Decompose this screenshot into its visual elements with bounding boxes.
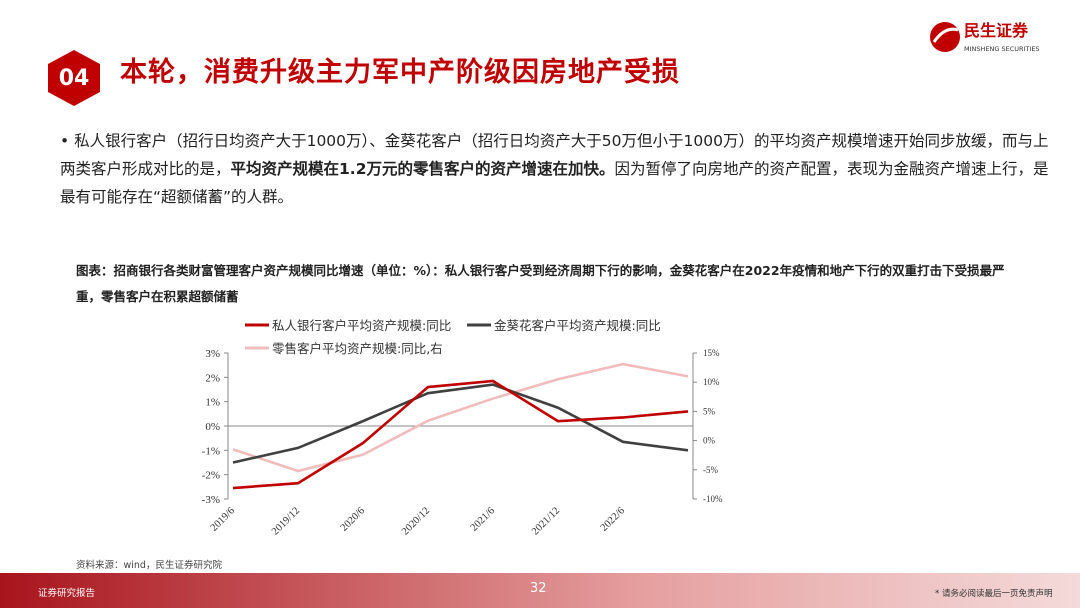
y2-tick-label: -10% — [703, 494, 723, 504]
x-tick-label: 2020/6 — [339, 505, 367, 533]
footer-bar — [0, 573, 1080, 608]
text: 因为暂停了向房地产的资产配置，表现为金融资产增速上行，是最有可能存在“超额储蓄”… — [60, 160, 1049, 206]
x-tick-label: 2022/6 — [599, 505, 627, 533]
chart-caption: 图表：招商银行各类财富管理客户资产规模同比增速（单位：%）：私人银行客户受到经济… — [76, 263, 1005, 304]
bold-text: 平均资产规模在1.2万元的零售客户的资产增速在加快。 — [230, 160, 615, 178]
y-tick-label: 2% — [205, 372, 220, 384]
y2-tick-label: 0% — [703, 436, 716, 446]
series-line — [232, 362, 689, 473]
y-tick-label: 0% — [205, 421, 220, 433]
y2-tick-label: 15% — [703, 348, 720, 358]
series-line — [232, 383, 689, 464]
x-tick-label: 2019/6 — [209, 505, 237, 533]
legend-label: 私人银行客户平均资产规模:同比 — [272, 318, 451, 333]
text: 私人银行客户（招行日均资产大于1000万）、金葵花客户（招行日均资产大于50万但… — [60, 132, 1049, 178]
series-line — [232, 379, 689, 490]
x-tick-label: 2021/12 — [530, 505, 562, 537]
y-tick-label: -3% — [202, 494, 220, 506]
page-number: 32 — [530, 581, 547, 596]
logo-name: 民生证券 — [964, 21, 1029, 40]
number-badge: 04 — [48, 50, 100, 106]
disclaimer: * 请务必阅读最后一页免责声明 — [935, 589, 1053, 599]
y2-tick-label: 5% — [703, 406, 716, 416]
logo: 民生证券 MINSHENG SECURITIES — [930, 21, 1040, 53]
slide-title: 本轮，消费升级主力军中产阶级因房地产受损 — [120, 57, 680, 88]
chart: 3% 2% 1% 0% -1% -2% -3% 15% 10% 5% 0% -5% -10% 2019/6… — [202, 318, 723, 537]
legend-label: 金葵花客户平均资产规模:同比 — [494, 318, 661, 333]
section-number: 04 — [59, 66, 90, 91]
footer-label: 证券研究报告 — [38, 588, 96, 599]
y-tick-label: 3% — [205, 348, 220, 360]
y-tick-label: -1% — [202, 445, 220, 457]
legend-label: 零售客户平均资产规模:同比,右 — [272, 341, 443, 356]
x-tick-label: 2019/12 — [270, 505, 302, 537]
logo-sub: MINSHENG SECURITIES — [964, 45, 1040, 53]
bullet-text: • 私人银行客户（招行日均资产大于1000万）、金葵花客户（招行日均资产大于50… — [60, 132, 1049, 206]
y2-tick-label: 10% — [703, 377, 720, 387]
y2-tick-label: -5% — [703, 465, 718, 475]
y-tick-label: 1% — [205, 397, 220, 409]
source: 资料来源：wind，民生证券研究院 — [76, 560, 222, 571]
y-tick-label: -2% — [202, 470, 220, 482]
x-tick-label: 2020/12 — [400, 505, 432, 537]
x-tick-label: 2021/6 — [469, 505, 497, 533]
